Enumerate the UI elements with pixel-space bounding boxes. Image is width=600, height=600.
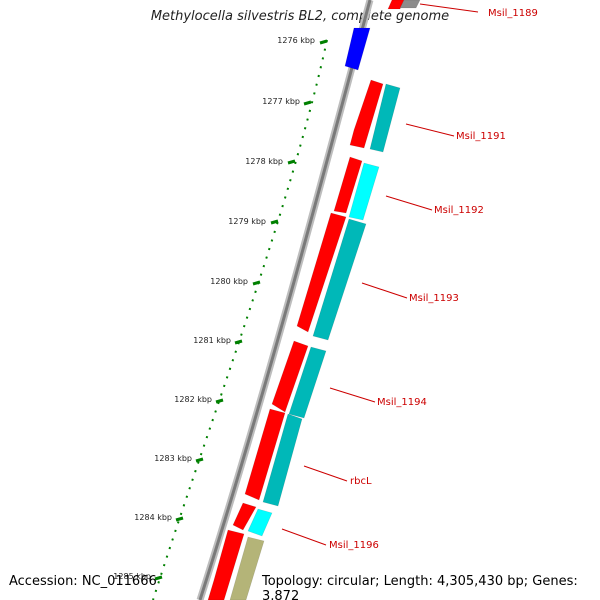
gene-feature-3 xyxy=(349,79,384,149)
callout-line-1 xyxy=(405,123,455,137)
gene-feature-6 xyxy=(348,162,380,221)
tick-label-1284: 1284 kbp xyxy=(134,513,172,522)
major-tick-9 xyxy=(154,575,163,581)
major-tick-8 xyxy=(175,516,184,522)
callout-line-6 xyxy=(281,528,327,546)
major-tick-0 xyxy=(319,39,328,45)
callout-line-2 xyxy=(385,195,433,211)
gene-label-rbcl[interactable]: rbcL xyxy=(350,476,372,487)
tick-label-1285: 1285 kbp xyxy=(113,572,151,581)
callout-line-4 xyxy=(329,387,376,403)
tick-label-1276: 1276 kbp xyxy=(277,36,315,45)
gene-label-msil-1196[interactable]: Msil_1196 xyxy=(329,540,379,551)
gene-feature-2 xyxy=(344,27,371,71)
gene-feature-12 xyxy=(262,413,303,507)
tick-ruler xyxy=(152,39,328,600)
gene-feature-8 xyxy=(312,218,367,341)
tick-label-1281: 1281 kbp xyxy=(193,336,231,345)
tick-label-1280: 1280 kbp xyxy=(210,277,248,286)
callout-line-0 xyxy=(419,3,479,13)
major-tick-2 xyxy=(287,159,296,165)
gene-label-msil-1193[interactable]: Msil_1193 xyxy=(409,293,459,304)
major-tick-5 xyxy=(234,339,243,345)
map-title: Methylocella silvestris BL2, complete ge… xyxy=(150,9,450,24)
topology-text: Topology: circular; Length: 4,305,430 bp… xyxy=(262,574,578,600)
tick-label-1279: 1279 kbp xyxy=(228,217,266,226)
tick-label-1282: 1282 kbp xyxy=(174,395,212,404)
gene-feature-4 xyxy=(369,83,401,153)
gene-feature-5 xyxy=(333,156,363,214)
callout-line-3 xyxy=(361,282,408,299)
gene-feature-7 xyxy=(296,212,347,333)
gene-feature-13 xyxy=(232,502,257,531)
gene-label-msil-1192[interactable]: Msil_1192 xyxy=(434,205,484,216)
gene-feature-1 xyxy=(399,0,421,9)
gene-feature-0 xyxy=(387,0,405,10)
gene-feature-9 xyxy=(271,340,309,413)
gene-feature-15 xyxy=(207,529,245,600)
gene-label-msil-1194[interactable]: Msil_1194 xyxy=(377,397,427,408)
gene-label-msil-1191[interactable]: Msil_1191 xyxy=(456,131,506,142)
major-tick-1 xyxy=(303,100,312,106)
gene-label-msil-1189[interactable]: Msil_1189 xyxy=(488,8,538,19)
tick-label-1283: 1283 kbp xyxy=(154,454,192,463)
callout-line-5 xyxy=(303,465,348,482)
major-tick-7 xyxy=(195,457,204,463)
gene-feature-10 xyxy=(288,346,327,419)
major-tick-6 xyxy=(215,398,224,404)
tick-label-1278: 1278 kbp xyxy=(245,157,283,166)
major-tick-3 xyxy=(270,219,279,225)
tick-label-1277: 1277 kbp xyxy=(262,97,300,106)
gene-feature-14 xyxy=(247,508,273,537)
gene-feature-11 xyxy=(244,408,286,501)
major-tick-4 xyxy=(252,280,261,286)
gene-feature-16 xyxy=(229,536,265,600)
accession-text: Accession: NC_011666 xyxy=(9,574,157,589)
